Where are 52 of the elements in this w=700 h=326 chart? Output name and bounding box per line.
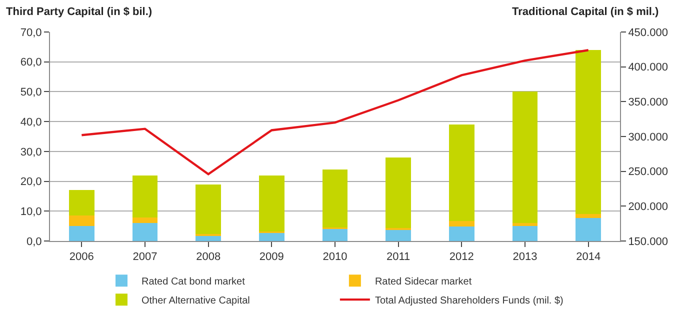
bar (259, 175, 284, 232)
bar (322, 228, 348, 241)
y2-tick-label: 350.000 (628, 96, 668, 109)
bar (512, 91, 538, 223)
bar (576, 214, 601, 218)
y2-tick-label: 200.000 (628, 201, 668, 214)
x-tick-label: 2008 (196, 251, 221, 264)
x-tick-label: 2007 (132, 251, 158, 264)
y2-tick-label: 250.000 (628, 166, 668, 178)
y-tick-label: 10,0 (20, 206, 42, 218)
bar (132, 175, 158, 218)
x-tick-label: 2010 (322, 251, 348, 264)
y2-tick-label: 400.000 (628, 62, 668, 74)
y-tick-label: 70,0 (20, 26, 42, 39)
y2-tick-label: 300.000 (628, 131, 668, 144)
bar (512, 226, 538, 241)
y2-axis-title: Traditional Capital (in $ mil.) (512, 6, 660, 18)
bar (576, 218, 601, 241)
line-series (80, 49, 590, 176)
bar (449, 226, 474, 241)
bar (69, 190, 94, 216)
bar (449, 124, 474, 221)
bar (132, 223, 158, 241)
y-tick-label: 0,0 (26, 236, 42, 248)
x-tick-label: 2006 (69, 251, 94, 264)
y-axis-title: Third Party Capital (in $ bil.) (6, 6, 152, 18)
bar (512, 222, 538, 226)
bar (386, 157, 411, 228)
legend-label: Rated Sidecar market (374, 276, 472, 288)
x-tick-label: 2014 (576, 251, 601, 264)
legend-label: Other Alternative Capital (142, 295, 250, 306)
bar (449, 221, 474, 227)
y-tick-label: 60,0 (20, 56, 42, 69)
y-tick-label: 30,0 (20, 146, 42, 158)
x-tick-label: 2012 (449, 251, 474, 264)
legend-label: Rated Cat bond market (142, 276, 246, 288)
y2-tick-label: 150.000 (628, 236, 668, 248)
bar (132, 218, 158, 224)
x-tick-label: 2009 (259, 251, 284, 264)
x-tick-label: 2011 (386, 251, 410, 264)
y-tick-label: 40,0 (20, 116, 42, 128)
y-tick-label: 50,0 (20, 86, 42, 99)
bar (576, 50, 601, 214)
legend-label: Total Adjusted Shareholders Funds (mil. $) (374, 295, 564, 306)
bar (322, 169, 348, 228)
bar (69, 226, 94, 241)
bar (196, 184, 221, 234)
y-tick-label: 20,0 (20, 176, 42, 188)
bar (386, 230, 411, 241)
x-tick-label: 2013 (512, 251, 538, 264)
y2-tick-label: 450.000 (628, 26, 668, 39)
bar (69, 216, 94, 226)
